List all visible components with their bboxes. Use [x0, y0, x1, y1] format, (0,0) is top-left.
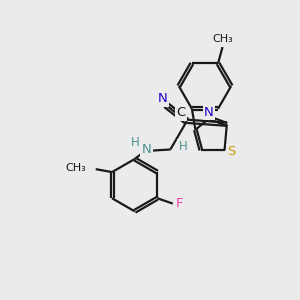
Text: N: N: [204, 106, 214, 118]
Text: H: H: [178, 140, 187, 153]
Text: C: C: [177, 106, 186, 119]
Text: N: N: [142, 143, 152, 156]
Text: F: F: [176, 197, 183, 210]
Text: S: S: [227, 145, 235, 158]
Text: CH₃: CH₃: [65, 163, 86, 172]
Text: H: H: [131, 136, 140, 149]
Text: CH₃: CH₃: [212, 34, 233, 44]
Text: N: N: [158, 92, 167, 106]
